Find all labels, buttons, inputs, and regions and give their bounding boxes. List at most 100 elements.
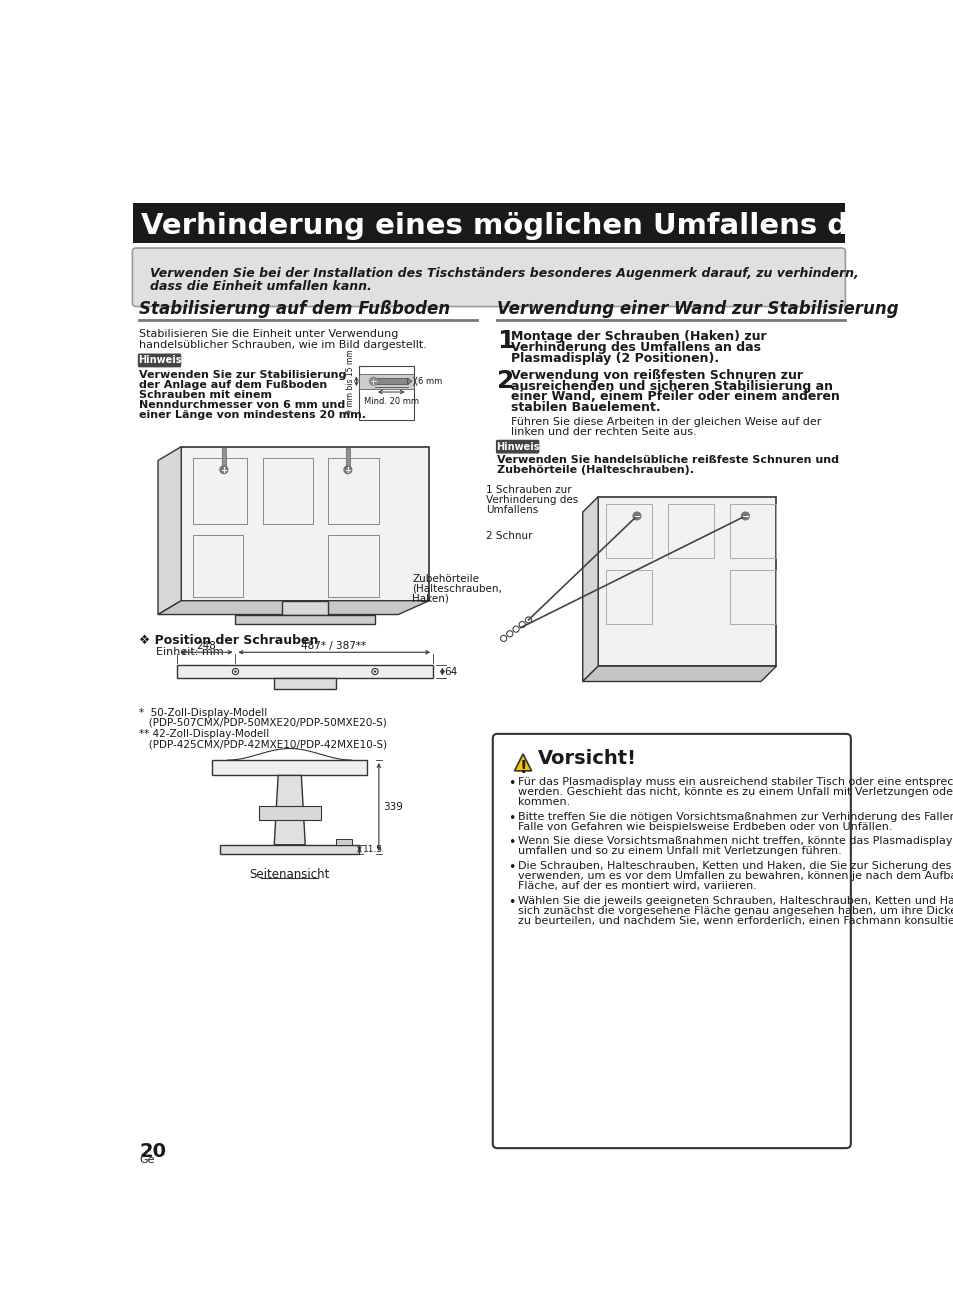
Text: ausreichenden und sicheren Stabilisierung an: ausreichenden und sicheren Stabilisierun…	[511, 380, 833, 392]
Text: der Anlage auf dem Fußboden: der Anlage auf dem Fußboden	[139, 380, 327, 390]
Polygon shape	[582, 666, 776, 682]
Text: Verhinderung des: Verhinderung des	[485, 495, 578, 505]
Text: •: •	[508, 776, 516, 790]
Text: 20: 20	[139, 1142, 166, 1161]
Text: •: •	[508, 836, 516, 849]
Bar	[667, 504, 714, 558]
Text: umfallen und so zu einem Unfall mit Verletzungen führen.: umfallen und so zu einem Unfall mit Verl…	[517, 846, 841, 857]
Circle shape	[374, 670, 375, 672]
Text: (PDP-425CMX/PDP-42MXE10/PDP-42MXE10-S): (PDP-425CMX/PDP-42MXE10/PDP-42MXE10-S)	[139, 740, 387, 749]
Text: kommen.: kommen.	[517, 797, 569, 807]
Text: sich zunächst die vorgesehene Fläche genau angesehen haben, um ihre Dicke und ih: sich zunächst die vorgesehene Fläche gen…	[517, 905, 953, 916]
Text: Stabilisierung auf dem Fußboden: Stabilisierung auf dem Fußboden	[139, 300, 450, 318]
FancyBboxPatch shape	[137, 354, 181, 367]
Text: Zubehörteile (Halteschrauben).: Zubehörteile (Halteschrauben).	[497, 465, 694, 475]
Text: Haken): Haken)	[412, 594, 449, 604]
Text: (PDP-507CMX/PDP-50MXE20/PDP-50MXE20-S): (PDP-507CMX/PDP-50MXE20/PDP-50MXE20-S)	[139, 717, 387, 728]
Text: Verwenden Sie bei der Installation des Tischständers besonderes Augenmerk darauf: Verwenden Sie bei der Installation des T…	[150, 267, 858, 280]
Bar	[235, 615, 375, 624]
Circle shape	[220, 466, 228, 474]
Bar	[729, 570, 776, 624]
Polygon shape	[582, 496, 598, 682]
Circle shape	[633, 512, 640, 520]
Text: 487* / 387**: 487* / 387**	[301, 641, 366, 650]
Polygon shape	[274, 775, 305, 845]
Bar	[274, 679, 335, 690]
Text: Stabilisieren Sie die Einheit unter Verwendung: Stabilisieren Sie die Einheit unter Verw…	[139, 329, 398, 338]
Text: Für das Plasmadisplay muss ein ausreichend stabiler Tisch oder eine entsprechend: Für das Plasmadisplay muss ein ausreiche…	[517, 776, 953, 787]
Bar	[258, 807, 320, 820]
Text: (Halteschrauben,: (Halteschrauben,	[412, 584, 501, 594]
Text: ❖ Position der Schrauben: ❖ Position der Schrauben	[139, 634, 318, 646]
Bar	[133, 203, 843, 242]
Polygon shape	[514, 754, 531, 771]
Text: Verhinderung des Umfallens an das: Verhinderung des Umfallens an das	[511, 341, 760, 354]
Text: ** 42-Zoll-Display-Modell: ** 42-Zoll-Display-Modell	[139, 729, 270, 740]
Bar	[605, 570, 652, 624]
Text: Einheit: mm: Einheit: mm	[156, 647, 224, 657]
Text: •: •	[508, 861, 516, 874]
Bar	[328, 458, 378, 524]
Text: Wenn Sie diese Vorsichtsmaßnahmen nicht treffen, könnte das Plasmadisplay herunt: Wenn Sie diese Vorsichtsmaßnahmen nicht …	[517, 836, 953, 846]
Bar	[359, 374, 414, 390]
Text: Hinweis: Hinweis	[496, 442, 538, 451]
Text: 1 Schrauben zur: 1 Schrauben zur	[485, 486, 571, 495]
Bar	[729, 504, 776, 558]
Circle shape	[344, 466, 352, 474]
Text: Verwendung von reißfesten Schnuren zur: Verwendung von reißfesten Schnuren zur	[511, 368, 802, 382]
Text: 64: 64	[444, 666, 457, 676]
Text: Verwenden Sie zur Stabilisierung: Verwenden Sie zur Stabilisierung	[139, 370, 346, 380]
Text: linken und der rechten Seite aus.: linken und der rechten Seite aus.	[511, 426, 697, 437]
Bar	[335, 838, 352, 845]
Text: Verwenden Sie handelsübliche reißfeste Schnuren und: Verwenden Sie handelsübliche reißfeste S…	[497, 455, 839, 465]
Text: handelsüblicher Schrauben, wie im Bild dargestellt.: handelsüblicher Schrauben, wie im Bild d…	[139, 340, 427, 350]
Text: verwenden, um es vor dem Umfallen zu bewahren, können je nach dem Aufbau und der: verwenden, um es vor dem Umfallen zu bew…	[517, 871, 953, 880]
Text: *  50-Zoll-Display-Modell: * 50-Zoll-Display-Modell	[139, 708, 268, 717]
Polygon shape	[158, 600, 429, 615]
Text: Falle von Gefahren wie beispielsweise Erdbeben oder von Unfällen.: Falle von Gefahren wie beispielsweise Er…	[517, 821, 891, 832]
Text: 248: 248	[196, 641, 215, 650]
Bar	[598, 496, 776, 666]
Circle shape	[234, 670, 236, 672]
Text: Schrauben mit einem: Schrauben mit einem	[139, 390, 273, 400]
Bar	[220, 845, 359, 854]
Bar	[262, 458, 313, 524]
Bar	[346, 449, 350, 468]
Text: zu beurteilen, und nachdem Sie, wenn erforderlich, einen Fachmann konsultiert ha: zu beurteilen, und nachdem Sie, wenn erf…	[517, 916, 953, 925]
Bar	[193, 458, 247, 524]
Text: 9 mm bis 15 mm: 9 mm bis 15 mm	[346, 349, 355, 413]
Text: werden. Geschieht das nicht, könnte es zu einem Unfall mit Verletzungen oder mit: werden. Geschieht das nicht, könnte es z…	[517, 787, 953, 797]
Text: Umfallens: Umfallens	[485, 505, 537, 515]
FancyBboxPatch shape	[493, 734, 850, 1148]
Polygon shape	[407, 378, 412, 384]
Bar	[212, 761, 367, 775]
Text: einer Länge von mindestens 20 mm.: einer Länge von mindestens 20 mm.	[139, 409, 366, 420]
Bar	[222, 449, 226, 468]
FancyBboxPatch shape	[496, 440, 538, 454]
Text: Verwendung einer Wand zur Stabilisierung: Verwendung einer Wand zur Stabilisierung	[497, 300, 898, 318]
Bar	[181, 446, 429, 600]
Bar	[177, 665, 433, 679]
Text: Bitte treffen Sie die nötigen Vorsichtsmaßnahmen zur Verhinderung des Fallens od: Bitte treffen Sie die nötigen Vorsichtsm…	[517, 812, 953, 821]
Text: einer Wand, einem Pfeiler oder einem anderen: einer Wand, einem Pfeiler oder einem and…	[511, 391, 840, 404]
Bar	[375, 378, 407, 384]
Text: •: •	[508, 896, 516, 908]
Bar	[359, 366, 414, 420]
Text: Nenndurchmesser von 6 mm und: Nenndurchmesser von 6 mm und	[139, 400, 345, 409]
Text: Vorsicht!: Vorsicht!	[537, 749, 636, 769]
Text: •: •	[508, 812, 516, 825]
Text: !: !	[518, 759, 526, 776]
Text: 2: 2	[497, 368, 515, 393]
Text: 2 Schnur: 2 Schnur	[485, 532, 532, 541]
Text: 6 mm: 6 mm	[417, 376, 441, 386]
Text: Verhinderung eines möglichen Umfallens der Einheit: Verhinderung eines möglichen Umfallens d…	[141, 212, 953, 240]
Text: 1: 1	[497, 329, 515, 353]
Text: stabilen Bauelement.: stabilen Bauelement.	[511, 401, 660, 415]
Text: Seitenansicht: Seitenansicht	[250, 867, 330, 880]
Text: Hinweis: Hinweis	[137, 355, 181, 366]
Text: dass die Einheit umfallen kann.: dass die Einheit umfallen kann.	[150, 279, 372, 292]
Text: Mind. 20 mm: Mind. 20 mm	[363, 396, 418, 405]
Text: Die Schrauben, Halteschrauben, Ketten und Haken, die Sie zur Sicherung des Plasm: Die Schrauben, Halteschrauben, Ketten un…	[517, 861, 953, 871]
Bar	[605, 504, 652, 558]
Polygon shape	[158, 446, 181, 615]
